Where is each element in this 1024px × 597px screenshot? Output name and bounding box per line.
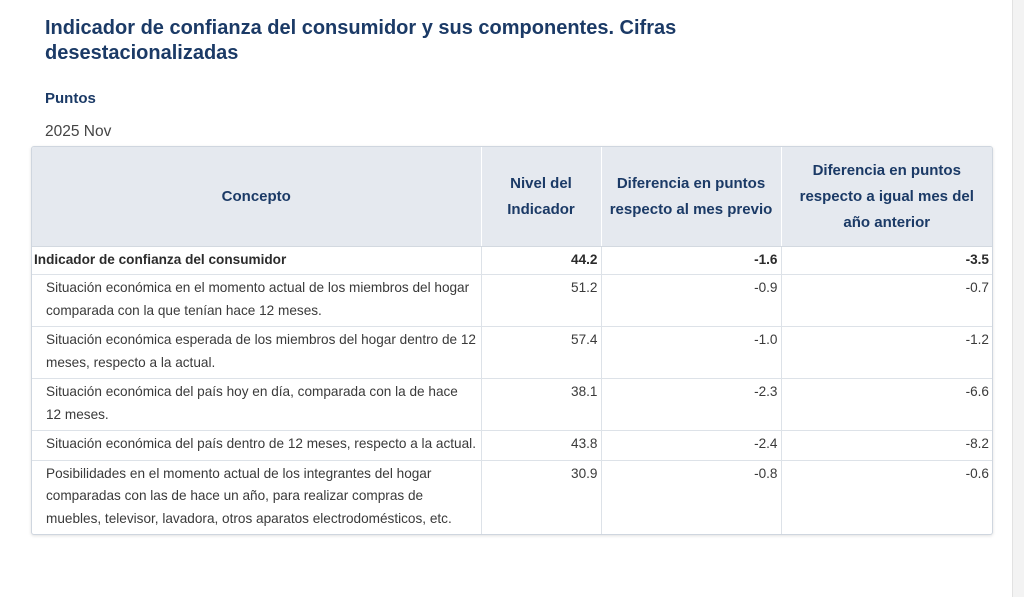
- cell-dif-mes: -2.4: [601, 430, 782, 460]
- cell-nivel: 51.2: [481, 274, 602, 327]
- unit-label: Puntos: [45, 90, 96, 107]
- table-row: Situación económica esperada de los miem…: [32, 326, 992, 379]
- cell-dif-anio: -1.2: [781, 326, 992, 379]
- cell-nivel: 38.1: [481, 378, 602, 431]
- cell-nivel: 44.2: [481, 246, 602, 275]
- header-dif-anio: Diferencia en puntos respecto a igual me…: [781, 147, 992, 247]
- window-scrollbar-edge: [1012, 0, 1024, 597]
- cell-dif-anio: -0.7: [781, 274, 992, 327]
- cell-concepto: Posibilidades en el momento actual de lo…: [32, 459, 482, 534]
- cell-nivel: 57.4: [481, 326, 602, 379]
- period-label: 2025 Nov: [45, 123, 112, 140]
- cell-concepto: Situación económica en el momento actual…: [32, 274, 482, 327]
- cell-dif-anio: -6.6: [781, 378, 992, 431]
- table-row: Situación económica en el momento actual…: [32, 274, 992, 327]
- cell-dif-mes: -1.6: [601, 246, 782, 275]
- cell-nivel: 43.8: [481, 430, 602, 460]
- table-header-row: Concepto Nivel del Indicador Diferencia …: [32, 147, 992, 247]
- indicator-table: Concepto Nivel del Indicador Diferencia …: [32, 147, 992, 534]
- header-dif-mes: Diferencia en puntos respecto al mes pre…: [601, 147, 782, 247]
- table-row: Indicador de confianza del consumidor 44…: [32, 246, 992, 275]
- header-nivel: Nivel del Indicador: [481, 147, 602, 247]
- cell-dif-mes: -0.9: [601, 274, 782, 327]
- cell-concepto: Situación económica del país dentro de 1…: [32, 430, 482, 460]
- cell-concepto: Indicador de confianza del consumidor: [32, 246, 482, 275]
- page-title: Indicador de confianza del consumidor y …: [45, 17, 677, 64]
- cell-dif-mes: -1.0: [601, 326, 782, 379]
- cell-dif-mes: -0.8: [601, 459, 782, 534]
- cell-concepto: Situación económica del país hoy en día,…: [32, 378, 482, 431]
- cell-dif-anio: -3.5: [781, 246, 992, 275]
- cell-dif-mes: -2.3: [601, 378, 782, 431]
- cell-concepto: Situación económica esperada de los miem…: [32, 326, 482, 379]
- cell-nivel: 30.9: [481, 459, 602, 534]
- table-row: Situación económica del país hoy en día,…: [32, 378, 992, 431]
- data-table-container: Concepto Nivel del Indicador Diferencia …: [31, 146, 993, 535]
- cell-dif-anio: -0.6: [781, 459, 992, 534]
- header-concepto: Concepto: [32, 147, 482, 247]
- table-row: Posibilidades en el momento actual de lo…: [32, 459, 992, 534]
- table-row: Situación económica del país dentro de 1…: [32, 430, 992, 460]
- cell-dif-anio: -8.2: [781, 430, 992, 460]
